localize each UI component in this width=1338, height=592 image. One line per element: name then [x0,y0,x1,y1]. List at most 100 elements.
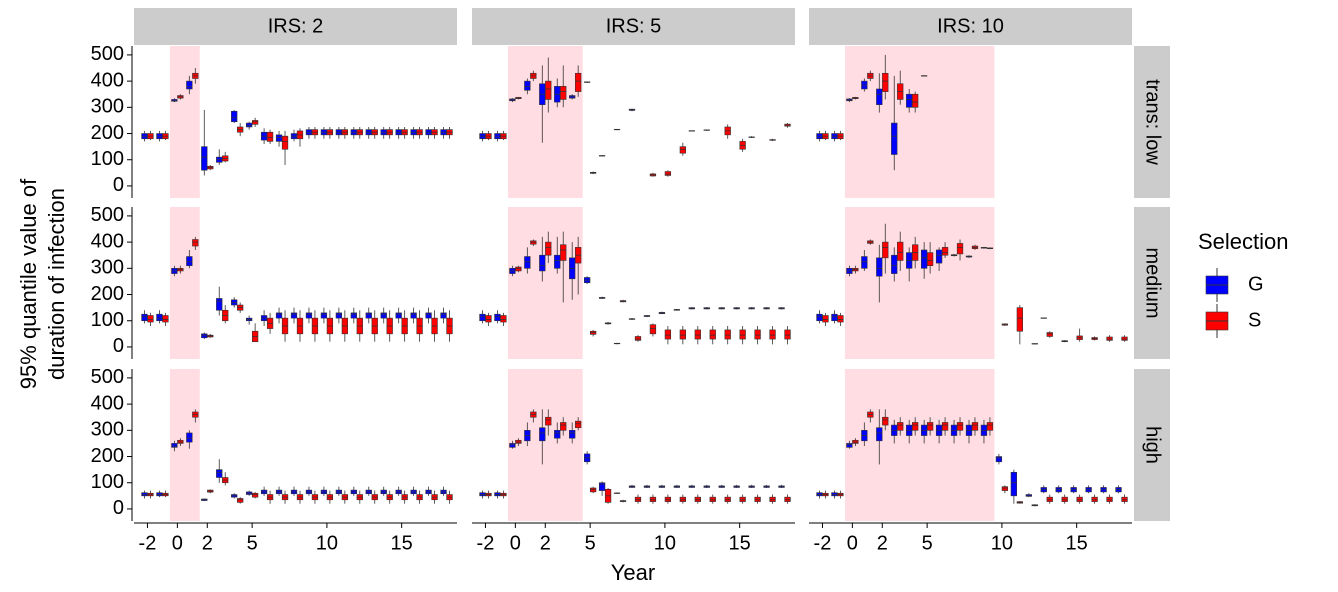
box [380,312,387,319]
box [941,247,949,256]
y-tick-label: 300 [91,257,124,279]
y-tick-label: 500 [91,204,124,226]
box [897,241,904,261]
facet-strip [1134,207,1170,359]
y-tick-label: 0 [113,497,124,519]
x-tick-label: 10 [991,532,1013,554]
x-tick-label: 0 [510,532,521,554]
y-axis-title: duration of infection [44,188,69,380]
x-tick-label: 2 [877,532,888,554]
box [784,329,791,340]
x-tick-label: 5 [247,532,258,554]
box [598,482,606,491]
box [251,492,259,498]
box [350,312,357,319]
box [575,72,582,92]
box [1016,307,1023,332]
box [882,416,889,426]
box [545,80,552,100]
x-tick-label: -2 [477,532,495,554]
box [986,422,994,431]
box [861,256,868,269]
box [891,254,898,274]
box [882,72,889,92]
x-tick-label: -2 [139,532,157,554]
box [956,422,964,431]
box [266,131,274,142]
y-tick-label: 100 [91,309,124,331]
facet-strip-label: medium [1142,247,1164,318]
y-tick-label: 0 [113,174,124,196]
box [816,313,823,322]
x-tick-label: -2 [814,532,832,554]
box [494,313,501,322]
box [846,443,853,448]
x-axis-title: Year [611,560,655,585]
box [941,422,949,431]
box [876,427,883,442]
box [186,432,193,443]
box [237,498,244,503]
box [545,416,552,426]
box [440,312,447,319]
box [882,241,889,259]
shaded-region [507,207,583,359]
y-tick-label: 300 [91,419,124,441]
box [589,487,597,493]
y-axis-title: 95% quantile value of [16,178,41,389]
box [926,422,934,431]
facet-strip-label: IRS: 5 [606,15,662,37]
box [320,312,328,319]
box [921,249,928,269]
x-tick-label: 2 [540,532,551,554]
box [305,312,313,319]
y-tick-label: 100 [91,148,124,170]
box [1046,332,1053,337]
x-tick-label: 15 [1066,532,1088,554]
box [335,312,343,319]
y-tick-label: 200 [91,122,124,144]
facet-strip [472,8,795,45]
box [906,93,913,108]
box [897,422,904,431]
box [216,469,223,478]
x-tick-label: 0 [172,532,183,554]
y-tick-label: 400 [91,392,124,414]
shaded-region [169,207,200,359]
y-tick-label: 200 [91,445,124,467]
box [539,427,546,442]
box [891,122,898,155]
box [545,241,552,256]
box [634,336,642,341]
box [709,329,716,340]
box [694,329,701,340]
box [524,256,531,269]
box [524,80,531,91]
x-tick-label: 0 [847,532,858,554]
facet-strip-label: high [1142,426,1164,464]
box [822,315,829,323]
box [912,93,919,108]
box [186,80,193,90]
box [876,257,883,277]
shaded-region [844,207,995,359]
box [569,430,576,439]
x-tick-label: 2 [202,532,213,554]
legend-title: Selection [1198,229,1289,254]
box [539,254,546,272]
box [251,120,259,125]
box [935,249,943,264]
y-tick-label: 500 [91,43,124,65]
y-tick-label: 0 [113,335,124,357]
box [290,312,298,319]
box [837,315,844,323]
y-tick-label: 400 [91,230,124,252]
x-tick-label: 10 [654,532,676,554]
y-tick-label: 400 [91,69,124,91]
shaded-region [169,46,200,198]
box [156,313,163,322]
y-tick-label: 500 [91,366,124,388]
box [1001,486,1009,491]
box [201,146,208,171]
box [679,146,686,154]
